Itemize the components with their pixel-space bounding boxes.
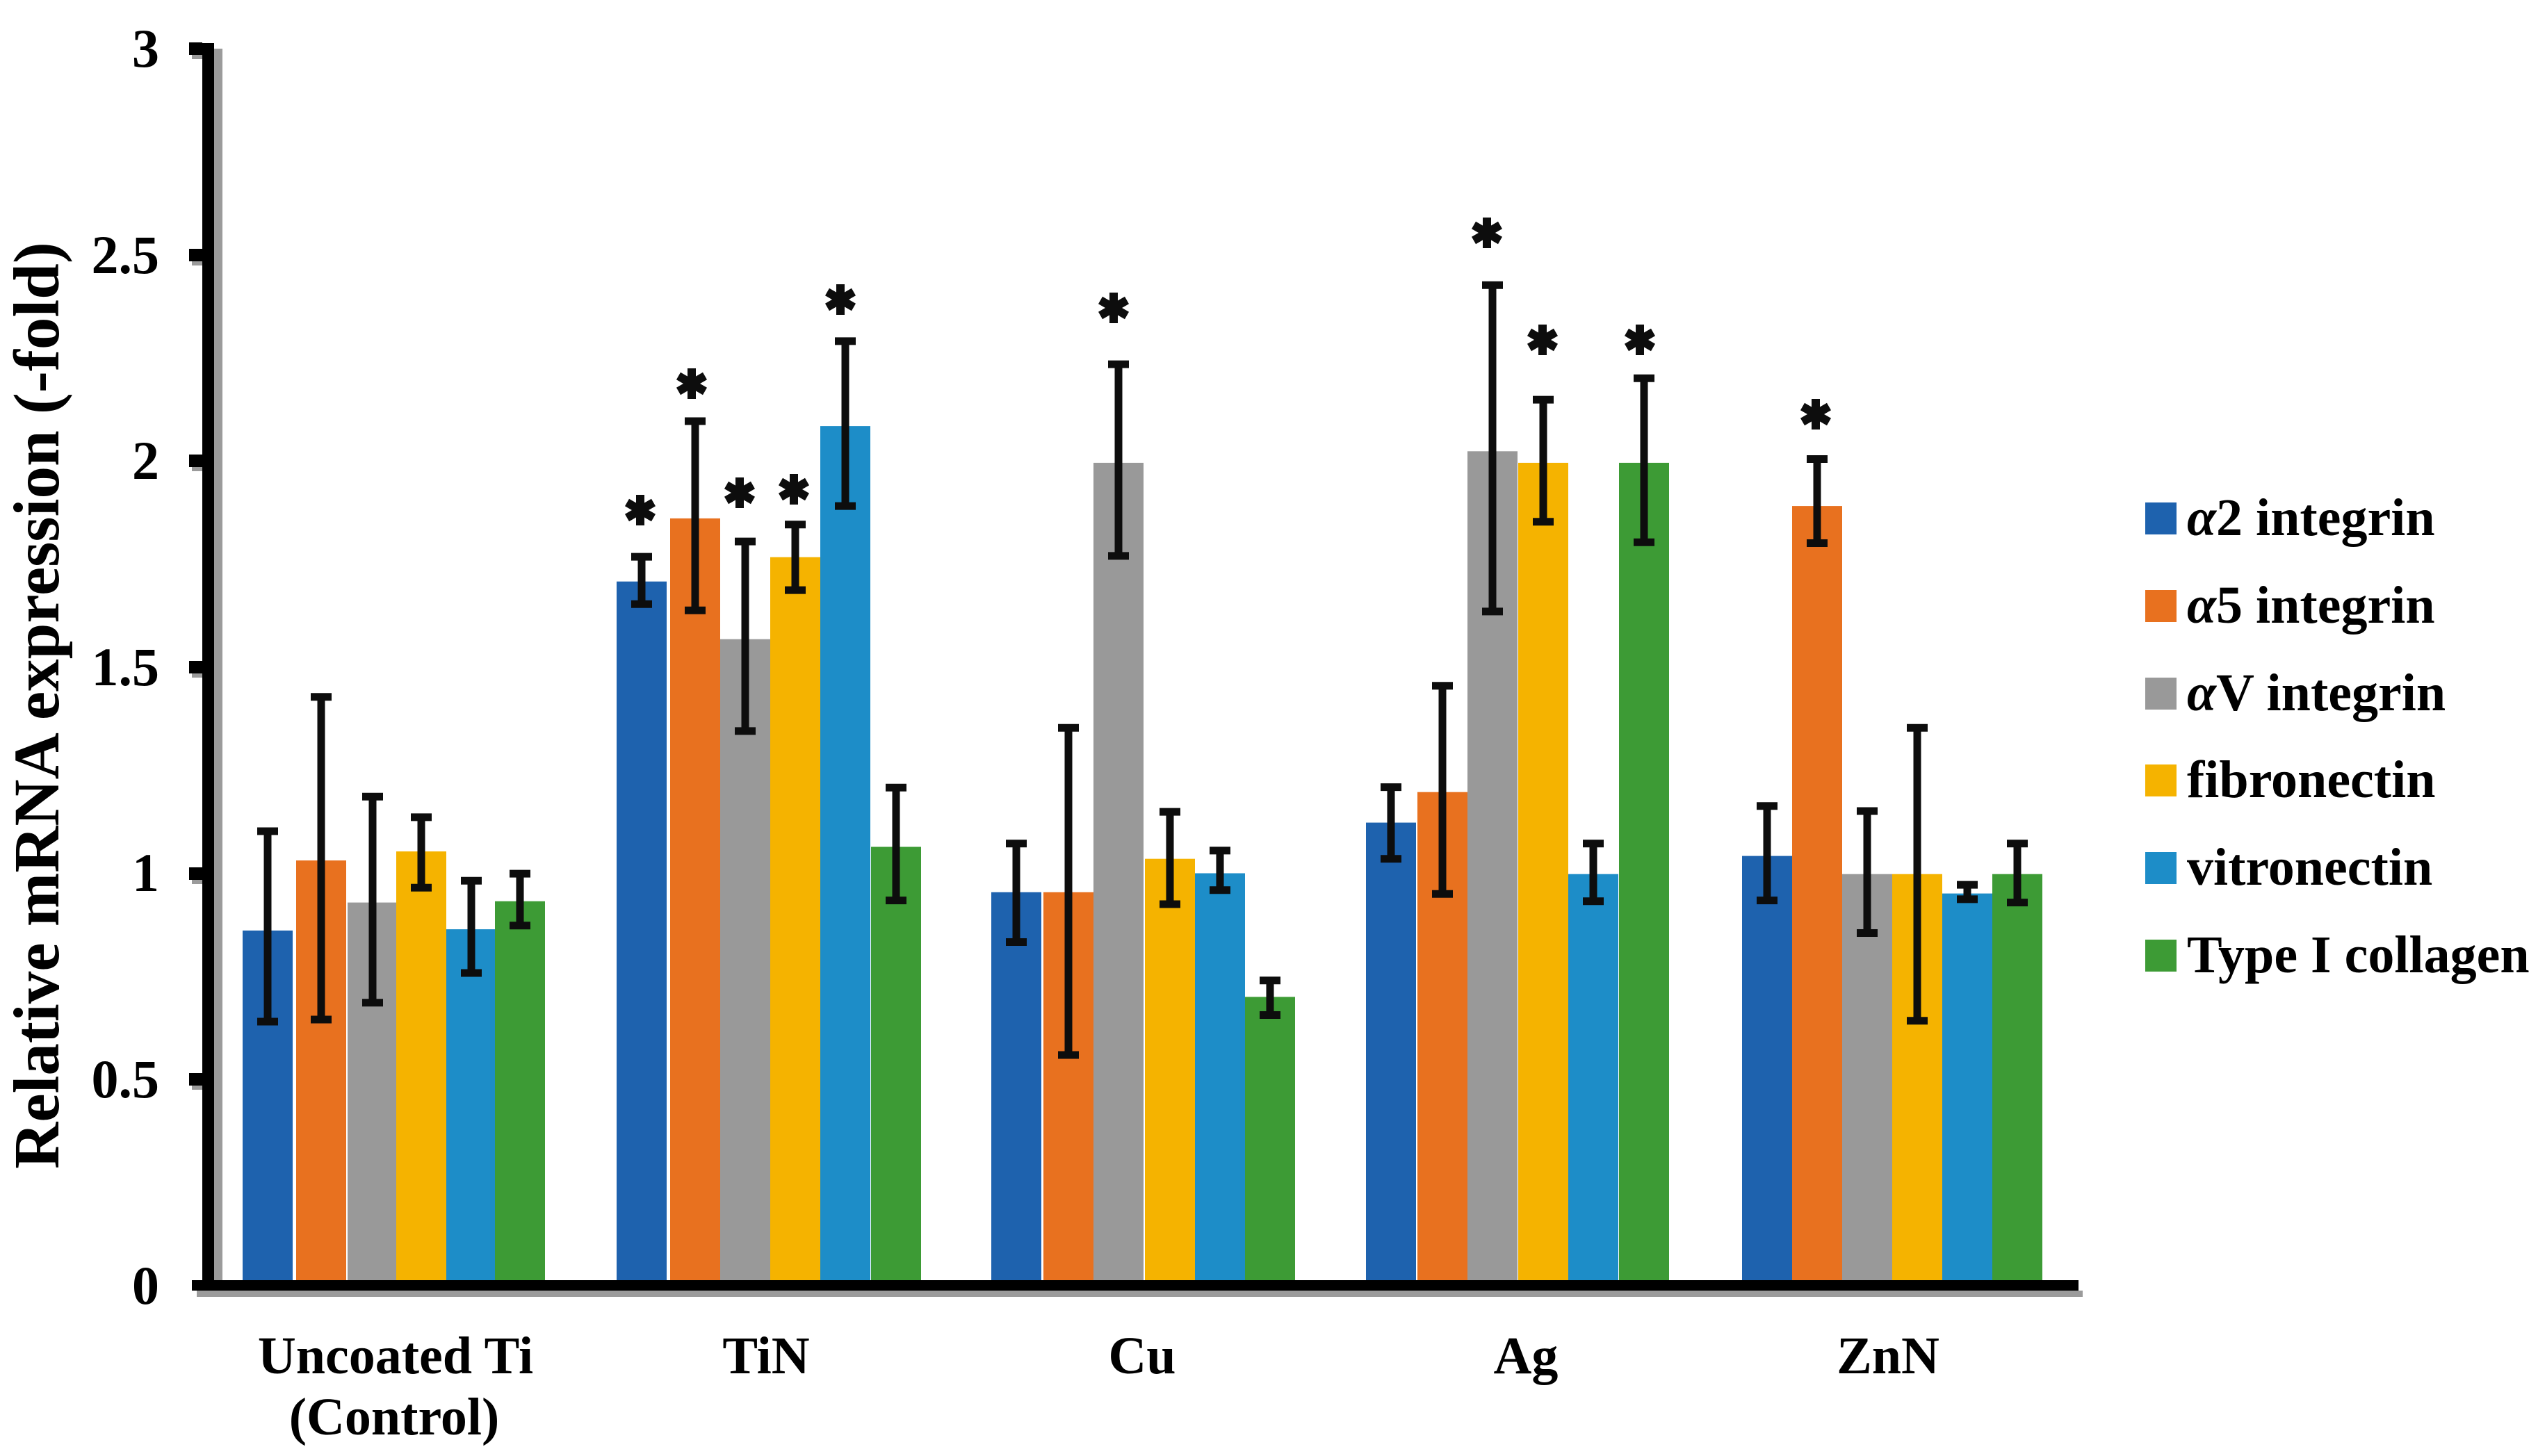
svg-text:α5 integrin: α5 integrin bbox=[2187, 576, 2435, 635]
svg-text:vitronectin: vitronectin bbox=[2187, 838, 2432, 897]
svg-text:αV integrin: αV integrin bbox=[2187, 664, 2446, 722]
svg-text:1: 1 bbox=[132, 842, 159, 903]
svg-text:3: 3 bbox=[132, 18, 159, 79]
svg-text:0.5: 0.5 bbox=[92, 1049, 160, 1109]
svg-text:Cu: Cu bbox=[1108, 1327, 1176, 1385]
svg-text:2.5: 2.5 bbox=[92, 224, 160, 285]
svg-text:0: 0 bbox=[132, 1255, 159, 1316]
svg-text:2: 2 bbox=[132, 430, 159, 491]
svg-text:(Control): (Control) bbox=[289, 1388, 500, 1446]
svg-text:Uncoated Ti: Uncoated Ti bbox=[258, 1327, 533, 1385]
svg-text:α2 integrin: α2 integrin bbox=[2187, 489, 2435, 547]
svg-text:ZnN: ZnN bbox=[1837, 1327, 1939, 1385]
svg-text:1.5: 1.5 bbox=[92, 637, 160, 697]
svg-text:Type I collagen: Type I collagen bbox=[2187, 926, 2530, 984]
svg-text:TiN: TiN bbox=[722, 1327, 809, 1385]
svg-text:Relative mRNA expression (-fol: Relative mRNA expression (-fold) bbox=[1, 242, 73, 1169]
svg-text:fibronectin: fibronectin bbox=[2187, 751, 2435, 809]
svg-text:Ag: Ag bbox=[1494, 1327, 1559, 1385]
